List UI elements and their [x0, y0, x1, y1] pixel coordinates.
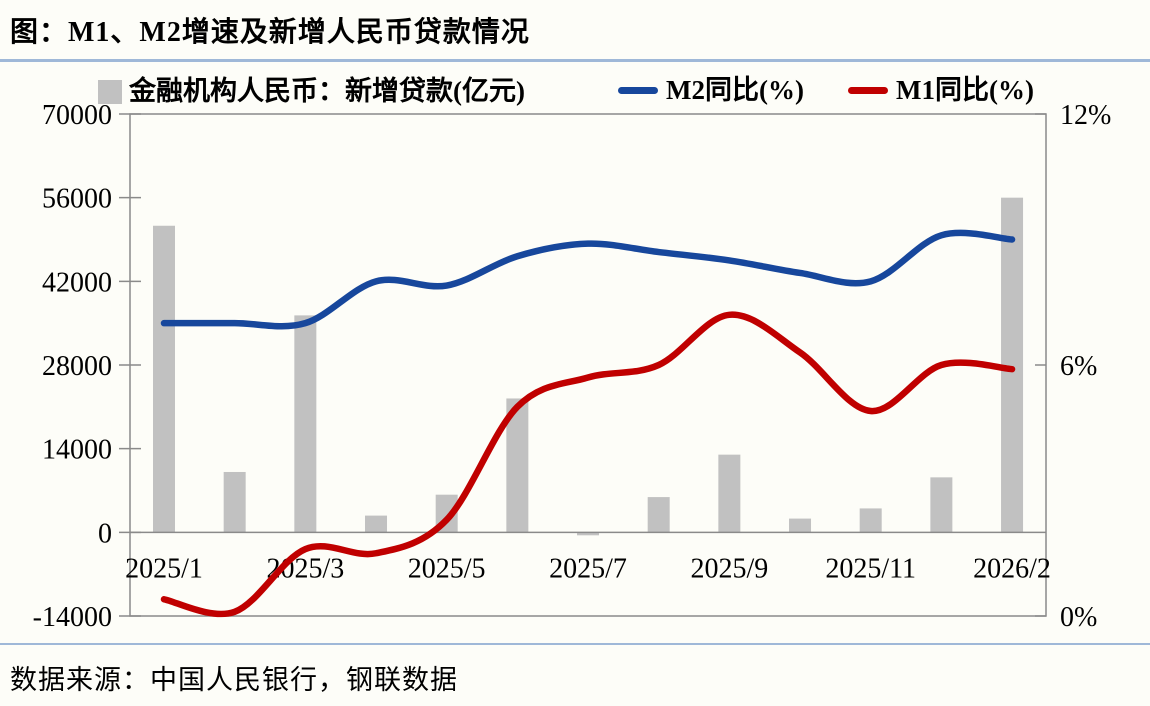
- footer-divider: [0, 643, 1150, 645]
- left-axis-label: 28000: [42, 351, 112, 382]
- left-axis-label: 0: [98, 518, 112, 549]
- bar-2025/1: [153, 225, 175, 533]
- bar-2025/12: [930, 477, 953, 533]
- bar-2025/2: [223, 471, 246, 533]
- m2-line-swatch: [618, 87, 658, 94]
- chart-title: 图：M1、M2增速及新增人民币贷款情况: [10, 17, 530, 48]
- m1-legend-label: M1同比(%): [896, 75, 1034, 105]
- right-axis-label: 12%: [1060, 100, 1111, 131]
- x-axis-label: 2026/2: [973, 553, 1051, 584]
- loans-legend-label: 金融机构人民币：新增贷款(亿元): [129, 76, 525, 106]
- bar-2025/3: [294, 315, 317, 533]
- left-axis-label: 70000: [42, 100, 112, 131]
- source-note: 数据来源：中国人民银行，钢联数据: [10, 665, 458, 695]
- x-axis-label: 2025/7: [549, 553, 627, 584]
- title-underline: [0, 59, 1150, 62]
- m1-line: [160, 311, 1016, 618]
- m2-line: [160, 229, 1016, 330]
- right-axis-label: 6%: [1060, 351, 1097, 382]
- loans-bar-swatch: [98, 79, 122, 104]
- bar-2025/6: [506, 398, 529, 533]
- x-axis-label: 2025/5: [408, 553, 486, 584]
- right-axis-label: 0%: [1060, 602, 1097, 633]
- bar-2026/2: [1001, 197, 1024, 533]
- m2-legend-label: M2同比(%): [666, 75, 804, 105]
- m1-line-swatch: [848, 87, 888, 94]
- bar-2025/8: [647, 497, 670, 533]
- left-axis-label: -14000: [33, 602, 112, 633]
- x-axis-label: 2025/9: [690, 553, 768, 584]
- legend-item-m2: M2同比(%): [618, 77, 804, 104]
- left-axis-label: 56000: [42, 184, 112, 215]
- plot-frame: [129, 113, 1047, 617]
- left-axis-label: 42000: [42, 267, 112, 298]
- bar-2025/10: [789, 518, 812, 533]
- x-axis-label: 2025/1: [125, 553, 203, 584]
- bar-2025/4: [365, 515, 388, 533]
- bar-2025/7: [577, 532, 600, 536]
- x-axis-label: 2025/11: [825, 553, 916, 584]
- legend-item-m1: M1同比(%): [848, 77, 1034, 104]
- bar-2025/9: [718, 454, 741, 533]
- legend-item-loans: 金融机构人民币：新增贷款(亿元): [98, 78, 525, 105]
- left-axis-label: 14000: [42, 435, 112, 466]
- bar-2025/11: [859, 508, 882, 533]
